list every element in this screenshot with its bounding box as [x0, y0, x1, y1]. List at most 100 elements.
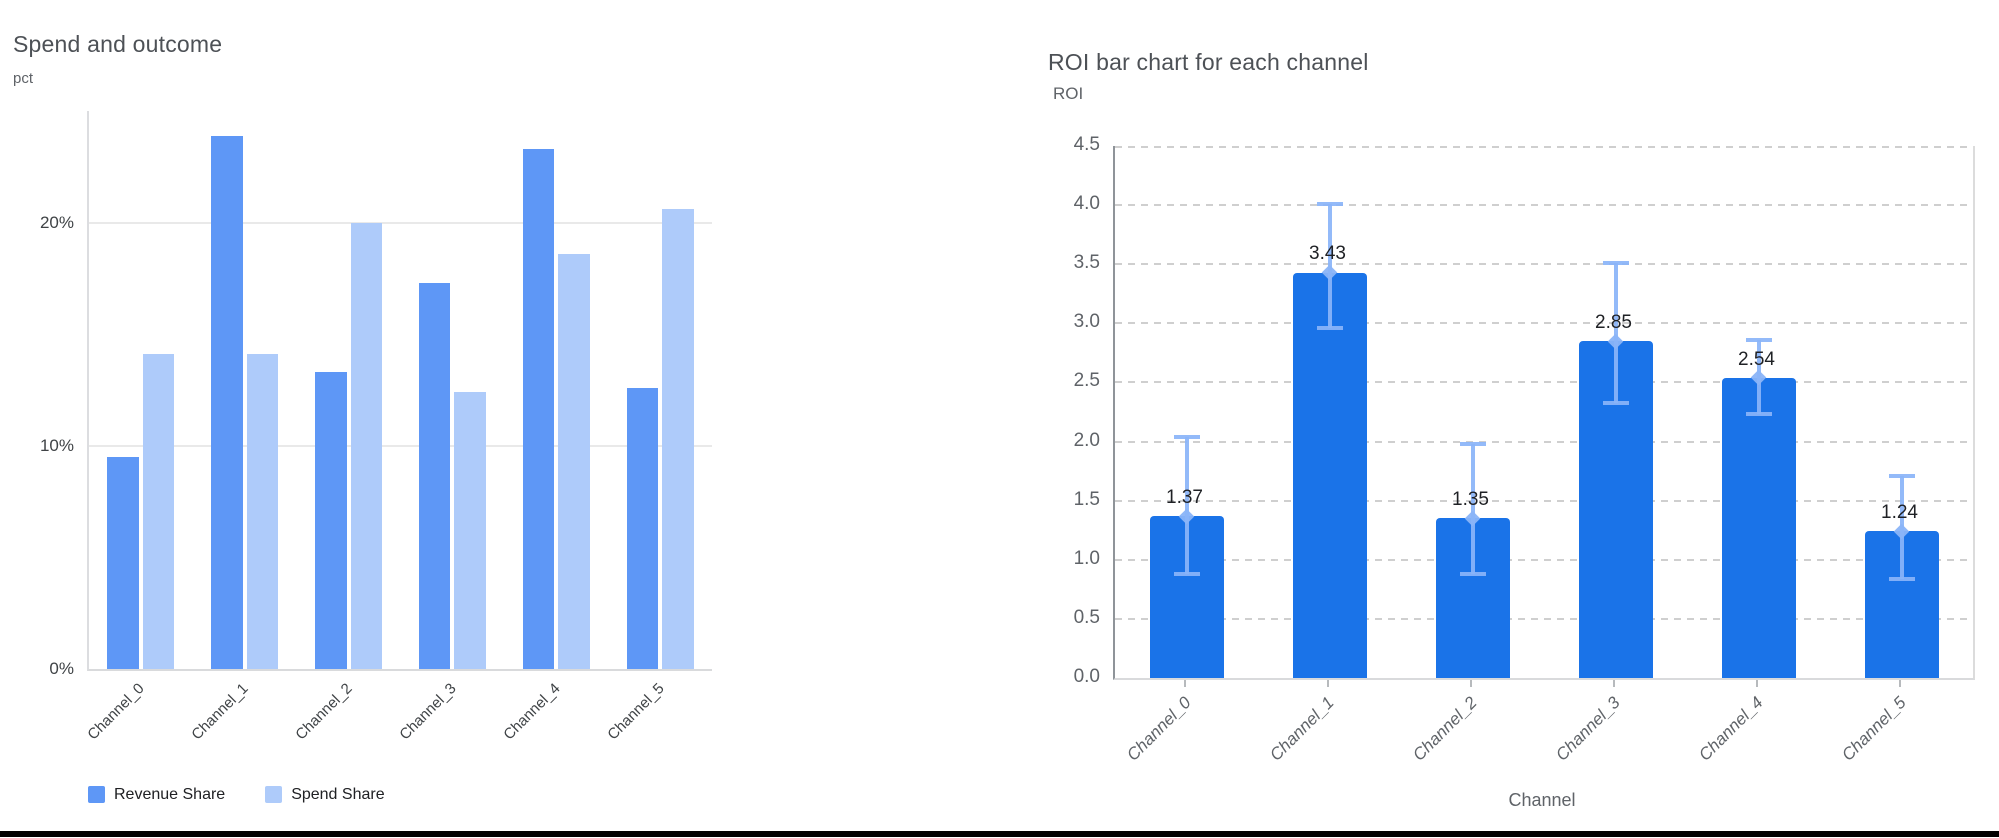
legend-swatch: [88, 786, 105, 803]
legend-swatch: [265, 786, 283, 803]
revenue-share-bar-channel_4[interactable]: [522, 148, 555, 669]
y-tick-label: 4.5: [1073, 134, 1100, 155]
y-tick-label: 4.0: [1073, 193, 1100, 215]
x-axis-label-text: Channel_4: [1695, 693, 1767, 765]
roi-y-axis-unit: ROI: [1053, 84, 1084, 103]
error-bar-marker-channel_5: [1893, 523, 1910, 540]
error-bar-cap-top-channel_2: [1459, 441, 1486, 446]
spend-share-bar-channel_2[interactable]: [350, 222, 383, 669]
legend-item-spend-share[interactable]: Spend Share: [265, 786, 385, 803]
error-bar-line-channel_3: [1613, 263, 1618, 403]
spend-share-bar-channel_5[interactable]: [662, 209, 694, 669]
revenue-share-bar-channel_1[interactable]: [211, 135, 243, 669]
error-bar-marker-channel_3: [1607, 333, 1624, 349]
spend-outcome-y-axis-unit: pct: [13, 70, 34, 87]
spend-outcome-legend: Revenue Share Spend Share: [88, 786, 385, 803]
error-bar-cap-bottom-channel_2: [1459, 571, 1486, 576]
legend-label: Revenue Share: [114, 786, 226, 803]
revenue-share-bar-channel_5[interactable]: [626, 387, 659, 669]
x-axis-label-text: Channel_1: [1266, 693, 1338, 765]
gridline-2.0: [1115, 440, 1973, 443]
roi-chart-title: ROI bar chart for each channel: [1048, 49, 1369, 76]
error-bar-cap-top-channel_0: [1173, 434, 1200, 439]
x-axis-tick-channel_1: [1326, 680, 1329, 687]
x-axis-tick-channel_3: [1612, 680, 1615, 687]
bar-value-label-channel_4: 2.54: [1738, 348, 1775, 370]
x-axis-label-text: Channel_1: [188, 680, 252, 744]
error-bar-cap-top-channel_4: [1745, 337, 1772, 342]
error-bar-cap-bottom-channel_1: [1316, 326, 1343, 331]
roi-bar-channel_1[interactable]: [1292, 272, 1367, 678]
bar-value-label-channel_2: 1.35: [1452, 489, 1489, 511]
x-axis-tick-channel_0: [1183, 680, 1186, 687]
error-bar-cap-bottom-channel_5: [1888, 576, 1915, 581]
bar-value-label-channel_3: 2.85: [1595, 312, 1632, 334]
x-axis-label-text: Channel_4: [499, 680, 564, 744]
x-axis-label-text: Channel_2: [292, 680, 356, 744]
x-axis-tick-channel_2: [1469, 680, 1472, 687]
revenue-share-bar-channel_0[interactable]: [107, 456, 139, 669]
x-axis-label-text: Channel_5: [1838, 693, 1910, 765]
gridline-4.5: [1115, 146, 1973, 148]
y-tick-label: 20%: [39, 212, 74, 232]
error-bar-cap-bottom-channel_3: [1602, 400, 1629, 405]
x-axis-label-text: Channel_5: [603, 680, 668, 744]
x-axis-tick-channel_4: [1755, 680, 1758, 687]
error-bar-cap-top-channel_5: [1888, 473, 1915, 478]
bottom-border: [0, 831, 1999, 837]
error-bar-marker-channel_0: [1178, 508, 1195, 524]
spend-share-bar-channel_4[interactable]: [558, 253, 590, 669]
roi-bar-channel_2[interactable]: [1435, 518, 1510, 678]
spend-share-bar-channel_1[interactable]: [246, 354, 279, 669]
x-axis-label-text: Channel_0: [84, 680, 148, 744]
y-tick-label: 1.0: [1073, 547, 1100, 569]
error-bar-line-channel_5: [1899, 475, 1904, 579]
roi-bar-channel_0[interactable]: [1149, 516, 1224, 678]
error-bar-marker-channel_4: [1750, 369, 1767, 386]
error-bar-cap-top-channel_1: [1316, 201, 1343, 206]
spend-outcome-plot-area: [87, 111, 712, 671]
roi-x-axis-title: Channel: [1508, 790, 1576, 810]
x-axis-label-text: Channel_2: [1409, 693, 1481, 765]
y-tick-label: 0%: [49, 659, 74, 678]
error-bar-marker-channel_2: [1464, 510, 1481, 527]
gridline-0.5: [1115, 617, 1973, 620]
x-axis-label-text: Channel_0: [1123, 693, 1195, 765]
legend-item-revenue-share[interactable]: Revenue Share: [88, 786, 225, 803]
error-bar-cap-bottom-channel_0: [1173, 571, 1200, 576]
revenue-share-bar-channel_2[interactable]: [315, 372, 347, 669]
bar-value-label-channel_0: 1.37: [1166, 487, 1203, 509]
gridline-4.0: [1115, 204, 1973, 207]
bar-value-label-channel_1: 3.43: [1309, 243, 1346, 265]
gridline-10%: [89, 444, 712, 447]
roi-bar-channel_4[interactable]: [1721, 377, 1796, 678]
spend-share-bar-channel_0[interactable]: [142, 354, 175, 669]
y-tick-label: 2.0: [1073, 429, 1100, 451]
revenue-share-bar-channel_3[interactable]: [418, 282, 451, 669]
error-bar-line-channel_0: [1184, 436, 1189, 574]
y-tick-label: 2.5: [1073, 370, 1100, 392]
roi-bar-channel_5[interactable]: [1864, 531, 1939, 678]
y-tick-label: 0.0: [1073, 666, 1100, 687]
error-bar-line-channel_2: [1470, 443, 1475, 574]
y-tick-label: 10%: [39, 435, 74, 455]
error-bar-line-channel_1: [1327, 203, 1332, 329]
roi-bar-channel_3[interactable]: [1578, 341, 1653, 678]
gridline-3.5: [1115, 263, 1973, 266]
error-bar-cap-top-channel_3: [1602, 261, 1629, 266]
x-axis-label-text: Channel_3: [1552, 693, 1624, 765]
x-axis-tick-channel_5: [1898, 680, 1901, 687]
legend-label: Spend Share: [291, 786, 385, 803]
gridline-3.0: [1115, 322, 1973, 325]
spend-share-bar-channel_3[interactable]: [454, 392, 486, 669]
gridline-1.0: [1115, 558, 1973, 561]
gridline-1.5: [1115, 499, 1973, 502]
y-tick-label: 1.5: [1073, 488, 1100, 510]
roi-plot-area: [1113, 146, 1975, 680]
y-tick-label: 3.5: [1073, 252, 1100, 274]
y-tick-label: 0.5: [1073, 606, 1100, 628]
gridline-20%: [89, 221, 712, 224]
